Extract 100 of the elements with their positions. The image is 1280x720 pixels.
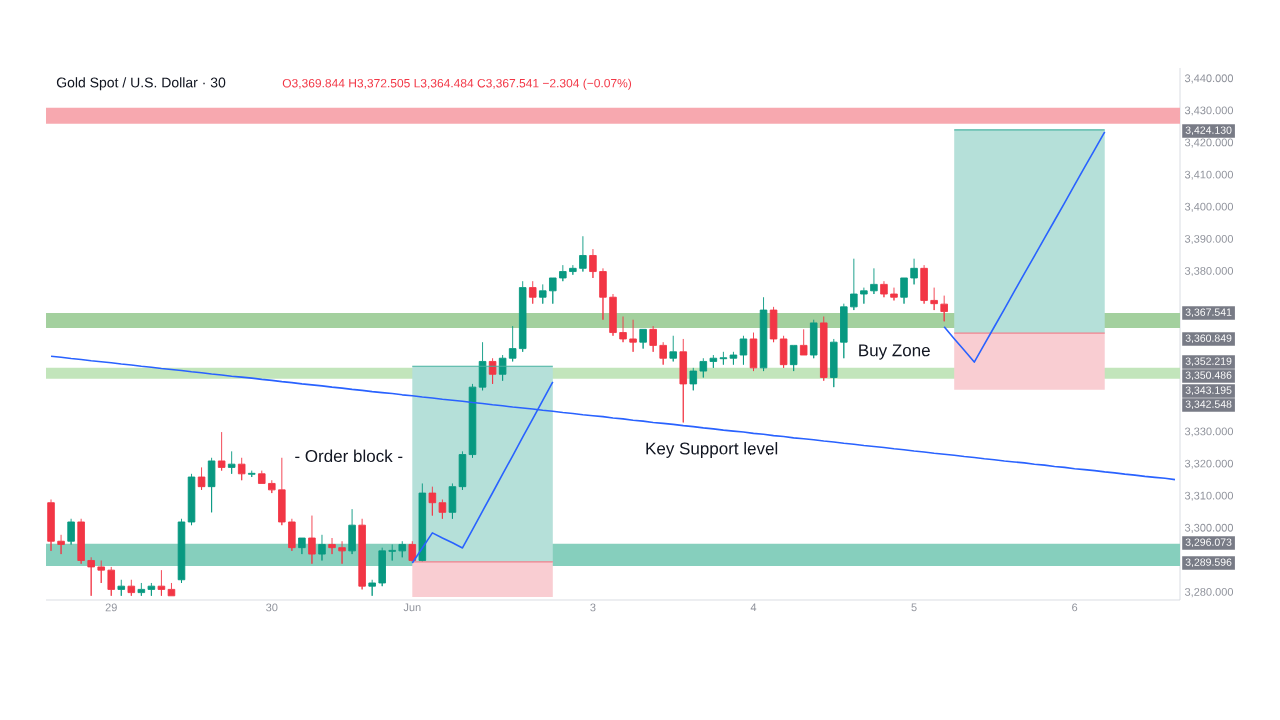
candlestick xyxy=(438,499,447,520)
candlestick xyxy=(579,235,587,272)
line-series xyxy=(943,131,1106,363)
candlestick xyxy=(699,357,708,378)
y-tick-label: 3,330.000 xyxy=(1184,427,1234,437)
candlestick xyxy=(227,450,236,475)
candlestick xyxy=(127,579,136,597)
candlestick xyxy=(659,341,667,366)
candlestick xyxy=(599,267,607,321)
candlestick xyxy=(860,287,868,305)
candlestick xyxy=(609,293,617,337)
candlestick xyxy=(679,338,688,423)
candlestick xyxy=(147,582,156,597)
candlestick xyxy=(549,277,557,305)
candlestick xyxy=(940,295,948,322)
candlestick xyxy=(518,280,527,353)
text: 3,424.130 xyxy=(1185,126,1232,136)
candlestick xyxy=(729,351,738,366)
candlestick xyxy=(217,431,226,472)
candlestick xyxy=(388,543,396,561)
candlestick xyxy=(528,280,537,305)
candlestick xyxy=(880,280,888,298)
candlestick xyxy=(478,341,487,391)
x-tick-label: Jun xyxy=(403,603,421,612)
y-tick-label: 3,310.000 xyxy=(1184,491,1234,501)
candlestick xyxy=(67,518,75,545)
candlestick xyxy=(408,540,417,563)
candlestick xyxy=(237,457,246,481)
candlestick xyxy=(107,566,115,597)
candlestick xyxy=(850,258,858,311)
candlestick xyxy=(187,473,196,526)
candlestick xyxy=(328,537,336,555)
text: 3,367.541 xyxy=(1185,308,1232,318)
candlestick xyxy=(789,344,798,372)
candlestick xyxy=(498,354,507,382)
y-tick-label: 3,320.000 xyxy=(1184,459,1234,469)
candlestick xyxy=(920,264,928,305)
candlestick xyxy=(97,560,105,584)
candlestick xyxy=(739,335,748,366)
candlestick xyxy=(177,518,186,584)
y-tick-label: 3,390.000 xyxy=(1184,234,1234,244)
x-tick-label: 29 xyxy=(105,603,117,612)
candlestick xyxy=(719,351,728,366)
candlestick xyxy=(619,316,627,343)
candlestick xyxy=(749,332,758,372)
candlestick xyxy=(799,328,808,356)
candlestick xyxy=(830,338,838,388)
text: O3,369.844 H3,372.505 L3,364.484 C3,367.541 −2.304 (−0.07%) xyxy=(282,78,632,90)
candlestick xyxy=(197,466,206,491)
candlestick xyxy=(247,470,256,478)
x-tick-label: 3 xyxy=(590,603,596,612)
candlestick xyxy=(368,579,376,597)
y-tick-label: 3,300.000 xyxy=(1184,523,1234,533)
candlestick xyxy=(769,306,778,343)
text: 3,343.195 xyxy=(1185,386,1232,396)
candlestick xyxy=(117,579,126,597)
candlestick xyxy=(890,287,898,301)
candlestick xyxy=(709,354,718,369)
candlestick xyxy=(167,582,176,597)
candlestick xyxy=(910,258,918,285)
candlestick xyxy=(669,335,677,362)
candlestick xyxy=(87,556,95,597)
candlestick xyxy=(77,518,85,565)
candlestick xyxy=(318,534,326,561)
x-tick-label: 4 xyxy=(750,603,757,612)
candlestick xyxy=(759,296,768,372)
y-tick-label: 3,430.000 xyxy=(1184,106,1234,116)
candlestick xyxy=(288,518,296,552)
text: 3,360.849 xyxy=(1185,334,1232,344)
candlestick xyxy=(458,450,467,491)
candlestick xyxy=(157,569,166,597)
text: Gold Spot / U.S. Dollar · 30 xyxy=(56,77,226,91)
y-tick-label: 3,380.000 xyxy=(1184,267,1234,277)
candlestick xyxy=(57,534,65,555)
annotation: Key Support level xyxy=(646,442,778,458)
candlestick xyxy=(278,457,286,526)
text: 3,342.548 xyxy=(1185,400,1232,410)
candlestick xyxy=(468,383,477,459)
candlestick xyxy=(418,482,427,563)
candlestick xyxy=(258,470,266,484)
candlestick xyxy=(207,457,216,513)
candlestick xyxy=(930,287,938,311)
candlestick xyxy=(900,277,908,305)
y-tick-label: 3,440.000 xyxy=(1184,74,1234,84)
text: 3,289.596 xyxy=(1185,558,1232,568)
candlestick xyxy=(840,303,848,359)
annotation: Buy Zone xyxy=(859,344,930,360)
candlestick xyxy=(47,499,55,552)
candlestick xyxy=(268,479,276,494)
text: 3,350.486 xyxy=(1185,371,1232,381)
candlestick xyxy=(298,537,306,555)
text: 3,352.219 xyxy=(1185,357,1232,367)
candlestick xyxy=(137,582,146,597)
candlestick xyxy=(689,367,698,391)
candlestick xyxy=(819,316,828,382)
annotation: - Order block - xyxy=(295,449,403,463)
candlestick xyxy=(428,486,437,516)
y-tick-label: 3,400.000 xyxy=(1184,202,1234,212)
y-tick-label: 3,280.000 xyxy=(1184,588,1234,598)
y-tick-label: 3,410.000 xyxy=(1184,170,1234,180)
